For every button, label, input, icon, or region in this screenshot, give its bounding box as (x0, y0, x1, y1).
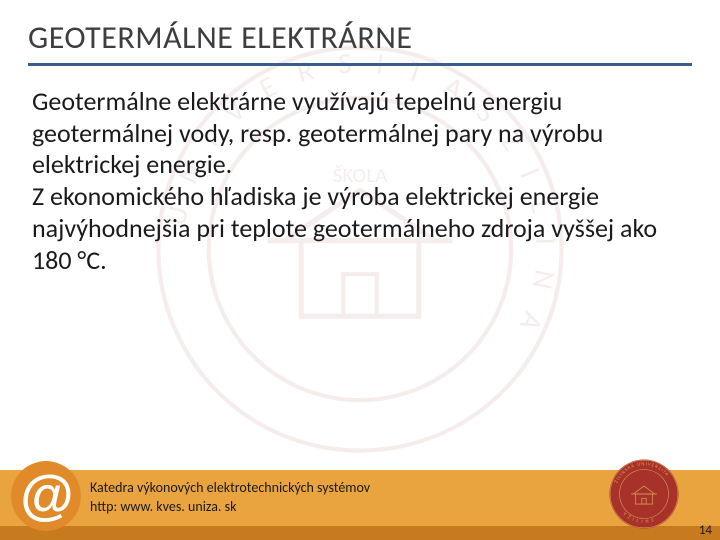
body-paragraph: Geotermálne elektrárne využívajú tepelnú… (32, 86, 688, 276)
university-seal-icon: ŽILINSKÁ UNIVERZITA V Ž I L I N E (608, 458, 680, 530)
slide-content: Geotermálne elektrárne využívajú tepelnú… (0, 74, 720, 276)
slide-header: GEOTERMÁLNE ELEKTRÁRNE (0, 0, 720, 74)
footer-line1: Katedra výkonových elektrotechnických sy… (90, 479, 370, 498)
footer-line2: http: www. kves. uniza. sk (90, 498, 370, 517)
page-number: 14 (699, 523, 712, 538)
footer-text: Katedra výkonových elektrotechnických sy… (90, 479, 370, 517)
at-sign-icon: @ (8, 458, 84, 534)
svg-text:@: @ (19, 464, 72, 526)
slide-title: GEOTERMÁLNE ELEKTRÁRNE (28, 18, 692, 66)
